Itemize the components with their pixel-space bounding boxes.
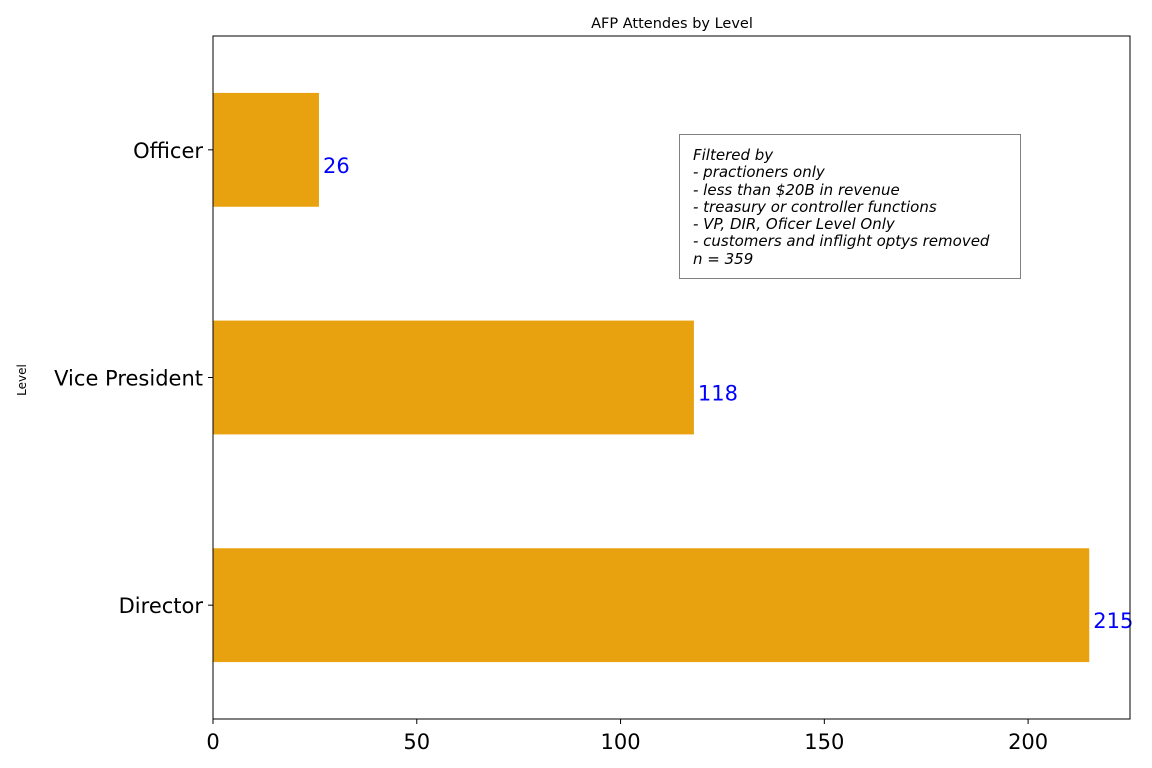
annotation-line: n = 359: [693, 249, 754, 268]
x-tick-label: 0: [206, 730, 219, 754]
bar-officer: [213, 92, 319, 207]
x-tick-label: 50: [403, 730, 430, 754]
data-label: 118: [698, 382, 738, 406]
annotation-line: - customers and inflight optys removed: [693, 232, 990, 251]
annotation-line: - treasury or controller functions: [693, 197, 937, 216]
x-tick-label: 150: [804, 730, 844, 754]
y-axis: Director Vice President Officer: [54, 139, 213, 618]
chart-title: AFP Attendes by Level: [591, 16, 753, 32]
x-tick-label: 200: [1008, 730, 1048, 754]
data-label: 215: [1093, 609, 1133, 633]
bar-vice-president: [213, 320, 694, 435]
y-tick-label: Director: [119, 594, 204, 618]
y-tick-label: Officer: [133, 139, 203, 163]
y-tick-label: Vice President: [54, 367, 203, 391]
annotation-line: - less than $20B in revenue: [693, 180, 900, 199]
data-labels-layer: 215 118 26: [323, 154, 1133, 633]
bar-director: [213, 548, 1090, 663]
data-label: 26: [323, 154, 350, 178]
annotation-line: - VP, DIR, Oficer Level Only: [693, 215, 895, 234]
x-axis: 0 50 100 150 200: [206, 719, 1048, 754]
annotation-line: - practioners only: [693, 163, 825, 182]
annotation-line: Filtered by: [693, 146, 774, 164]
y-axis-label: Level: [15, 364, 29, 396]
x-tick-label: 100: [601, 730, 641, 754]
filter-annotation-box: Filtered by - practioners only - less than…: [679, 134, 1021, 279]
bars-layer: [213, 92, 1090, 663]
